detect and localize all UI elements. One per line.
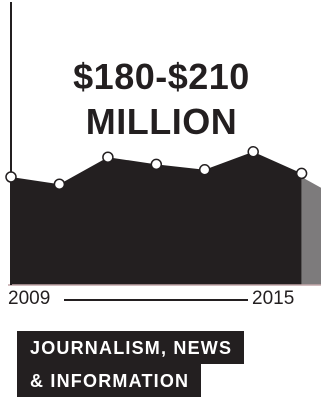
category-label-line-1: JOURNALISM, NEWS xyxy=(17,331,245,364)
data-point-2014 xyxy=(247,146,259,158)
data-point-2012 xyxy=(150,158,163,171)
x-axis-range-line xyxy=(64,299,248,301)
data-point-2011 xyxy=(102,151,114,163)
headline-amount: $180-$210 xyxy=(73,56,250,97)
area-series xyxy=(11,151,302,285)
x-axis-end-label: 2015 xyxy=(252,288,295,309)
data-point-2015 xyxy=(295,167,308,180)
projection-area xyxy=(301,177,321,285)
category-label-line-2: & INFORMATION xyxy=(17,364,202,397)
plot-area xyxy=(5,2,321,286)
data-point-2009 xyxy=(5,171,17,183)
data-point-2013 xyxy=(198,164,211,176)
x-axis-start-label: 2009 xyxy=(8,288,51,309)
data-point-2010 xyxy=(53,178,66,190)
headline-unit: MILLION xyxy=(85,101,238,142)
